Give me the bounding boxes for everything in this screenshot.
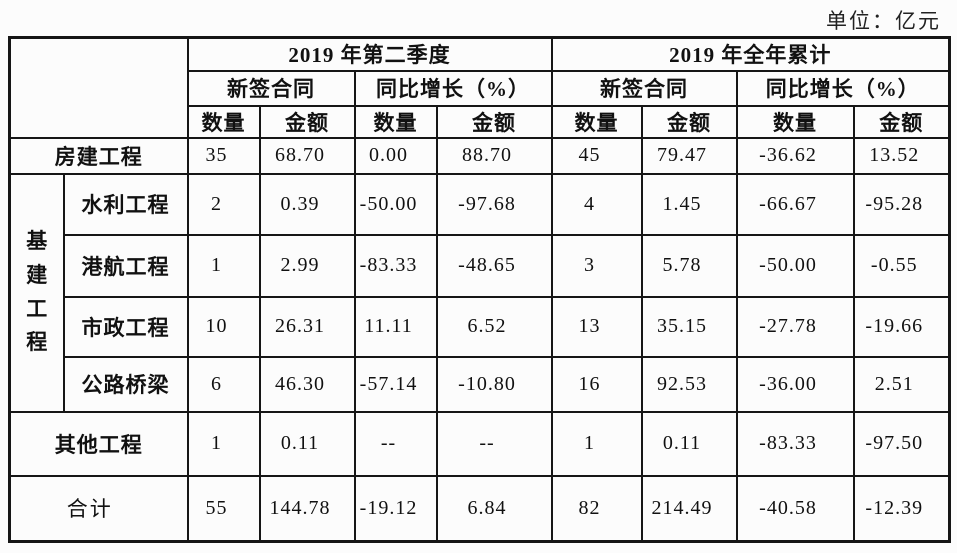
data-cell: 92.53 (640, 355, 738, 413)
row-label: 港航工程 (62, 233, 189, 298)
infrastructure-group-label: 基建工程 (26, 229, 48, 355)
quantity-header: 数量 (550, 104, 643, 139)
data-cell: 35 (186, 136, 261, 175)
data-cell: -10.80 (435, 355, 553, 413)
data-cell: 13.52 (852, 136, 951, 175)
data-cell: 55 (186, 474, 261, 543)
data-cell: 46.30 (258, 355, 356, 413)
data-cell: 1.45 (640, 172, 738, 236)
header-row-subcolumns: 数量 金额 数量 金额 数量 金额 数量 金额 (10, 104, 951, 139)
q2-new-contracts-header: 新签合同 (186, 69, 356, 107)
unit-label: 单位：亿元 (826, 9, 941, 33)
table-row-other: 其他工程 1 0.11 -- -- 1 0.11 -83.33 -97.50 (8, 410, 951, 477)
data-cell: -36.00 (735, 355, 855, 413)
data-cell: 16 (550, 355, 643, 413)
data-cell: -97.50 (852, 410, 951, 477)
data-cell: -48.65 (435, 233, 553, 298)
total-row-label: 合计 (8, 474, 189, 543)
data-cell: -50.00 (353, 172, 438, 236)
data-cell: 1 (186, 233, 261, 298)
data-cell: -83.33 (353, 233, 438, 298)
q2-yoy-growth-header: 同比增长（%） (353, 69, 553, 107)
quantity-header: 数量 (735, 104, 855, 139)
data-cell: 45 (550, 136, 643, 175)
data-cell: -97.68 (435, 172, 553, 236)
data-cell: -27.78 (735, 295, 855, 358)
data-cell: 5.78 (640, 233, 738, 298)
table-row-water: 基建工程 水利工程 2 0.39 -50.00 -97.68 4 1.45 -6… (8, 172, 951, 413)
data-cell: -19.12 (353, 474, 438, 543)
data-cell: 144.78 (258, 474, 356, 543)
data-cell: 79.47 (640, 136, 738, 175)
data-cell: -66.67 (735, 172, 855, 236)
data-cell: -50.00 (735, 233, 855, 298)
infrastructure-group-cell: 基建工程 (8, 172, 65, 413)
fy-yoy-growth-header: 同比增长（%） (735, 69, 951, 107)
table-row-municipal: 市政工程 10 26.31 11.11 6.52 13 35.15 -27.78… (10, 295, 951, 358)
data-cell: 0.11 (258, 410, 356, 477)
data-cell: 1 (186, 410, 261, 477)
period-header-fy: 2019 年全年累计 (550, 36, 951, 72)
row-label: 房建工程 (8, 136, 189, 175)
data-cell: 2.51 (852, 355, 951, 413)
data-cell: 6.52 (435, 295, 553, 358)
data-cell: 2 (186, 172, 261, 236)
row-label: 市政工程 (62, 295, 189, 358)
data-cell: 82 (550, 474, 643, 543)
data-cell: -0.55 (852, 233, 951, 298)
table-row-housing: 房建工程 35 68.70 0.00 88.70 45 79.47 -36.62… (8, 136, 951, 175)
data-cell: -19.66 (852, 295, 951, 358)
header-row-periods: 2019 年第二季度 2019 年全年累计 (8, 36, 951, 139)
data-cell: 88.70 (435, 136, 553, 175)
amount-header: 金额 (435, 104, 553, 139)
data-cell: 35.15 (640, 295, 738, 358)
table-row-total: 合计 55 144.78 -19.12 6.84 82 214.49 -40.5… (8, 474, 951, 543)
data-cell: 1 (550, 410, 643, 477)
amount-header: 金额 (852, 104, 951, 139)
table-row-roadbridge: 公路桥梁 6 46.30 -57.14 -10.80 16 92.53 -36.… (10, 355, 951, 413)
data-cell: 6 (186, 355, 261, 413)
amount-header: 金额 (258, 104, 356, 139)
row-label: 水利工程 (62, 172, 189, 236)
data-cell: -40.58 (735, 474, 855, 543)
data-cell: 3 (550, 233, 643, 298)
header-row-metrics: 新签合同 同比增长（%） 新签合同 同比增长（%） (10, 69, 951, 107)
data-cell: 0.00 (353, 136, 438, 175)
data-cell: -36.62 (735, 136, 855, 175)
data-cell: -- (435, 410, 553, 477)
data-cell: 4 (550, 172, 643, 236)
data-cell: 10 (186, 295, 261, 358)
quantity-header: 数量 (186, 104, 261, 139)
table-row-port: 港航工程 1 2.99 -83.33 -48.65 3 5.78 -50.00 … (10, 233, 951, 298)
fy-new-contracts-header: 新签合同 (550, 69, 738, 107)
data-cell: 0.11 (640, 410, 738, 477)
period-header-q2: 2019 年第二季度 (186, 36, 553, 72)
data-cell: -95.28 (852, 172, 951, 236)
amount-header: 金额 (640, 104, 738, 139)
quantity-header: 数量 (353, 104, 438, 139)
data-cell: 68.70 (258, 136, 356, 175)
corner-blank-cell (8, 36, 189, 139)
row-label: 其他工程 (8, 410, 189, 477)
data-cell: -57.14 (353, 355, 438, 413)
data-cell: 214.49 (640, 474, 738, 543)
data-cell: 2.99 (258, 233, 356, 298)
data-cell: 6.84 (435, 474, 553, 543)
data-cell: 11.11 (353, 295, 438, 358)
data-cell: -- (353, 410, 438, 477)
new-contracts-table: 2019 年第二季度 2019 年全年累计 新签合同 同比增长（%） 新签合同 … (8, 36, 951, 543)
data-cell: 13 (550, 295, 643, 358)
data-cell: 26.31 (258, 295, 356, 358)
data-cell: -83.33 (735, 410, 855, 477)
data-cell: 0.39 (258, 172, 356, 236)
row-label: 公路桥梁 (62, 355, 189, 413)
data-cell: -12.39 (852, 474, 951, 543)
